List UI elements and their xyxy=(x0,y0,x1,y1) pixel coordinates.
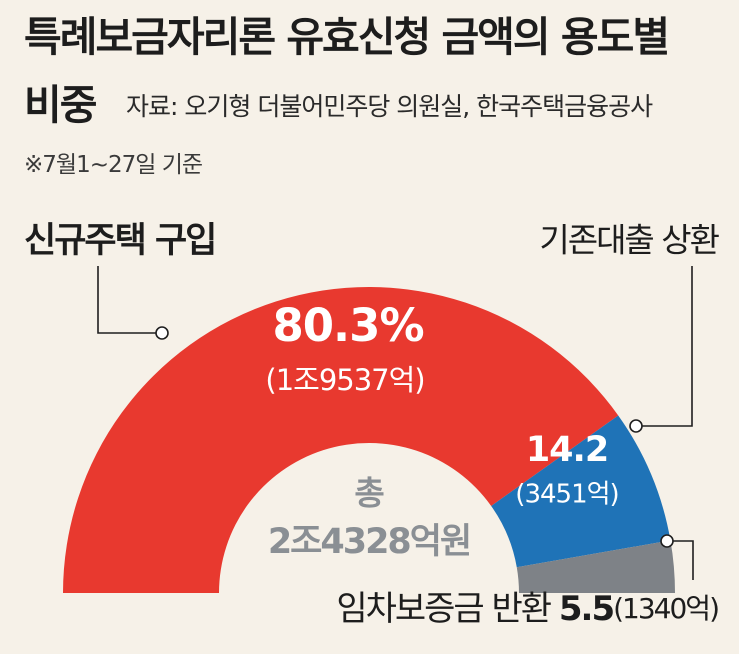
leader-lines xyxy=(97,266,694,580)
chart-title-line-2: 비중 xyxy=(24,81,97,129)
slice-labels: 80.3% (1조9537억) 14.2 (3451억) 신규주택 구입 기존대출 상환임… xyxy=(24,221,722,629)
pie-slice-2 xyxy=(491,415,671,568)
pie-slice-3 xyxy=(516,540,675,593)
slice-2-leader-dot xyxy=(629,419,643,433)
slice-3-category-label: 임차보증금 반환 xyxy=(336,589,559,629)
chart-slices xyxy=(63,286,675,593)
center-label-line-2: 2조4328억원 xyxy=(268,522,470,562)
slice-3-amount-label: (1340억) xyxy=(613,592,718,625)
center-labels: 총 2조4328억원 xyxy=(268,474,472,563)
slice-1-leader-line xyxy=(97,266,162,334)
slice-3-leader-dot xyxy=(660,534,674,548)
slice-2-category-label: 기존대출 상환 xyxy=(539,221,719,260)
slice-3-leader-line xyxy=(667,540,694,580)
slice-1-amount-label: (1조9537억) xyxy=(265,363,424,397)
slice-2-leader-line xyxy=(636,266,693,427)
chart-title-line-1: 특례보금자리론 유효신청 금액의 용도별 xyxy=(24,13,670,61)
pie-slice-1 xyxy=(63,286,619,593)
slice-1-leader-dot xyxy=(155,326,169,340)
slice-2-amount-label: (3451억) xyxy=(515,480,618,510)
slice-2-value-label: 14.2 xyxy=(526,430,608,470)
slice-3-value-label: 5.5 xyxy=(559,589,614,629)
slice-1-value-label: 80.3% xyxy=(272,299,423,352)
chart-note: ※7월1~27일 기준 xyxy=(24,152,203,178)
center-label-line-1: 총 xyxy=(354,474,384,513)
slice-3-label: 임차보증금 반환 5.5(1340억) xyxy=(336,589,718,629)
chart-source: 자료: 오기형 더불어민주당 의원실, 한국주택금융공사 xyxy=(126,92,653,121)
slice-1-category-label: 신규주택 구입 xyxy=(24,221,215,261)
